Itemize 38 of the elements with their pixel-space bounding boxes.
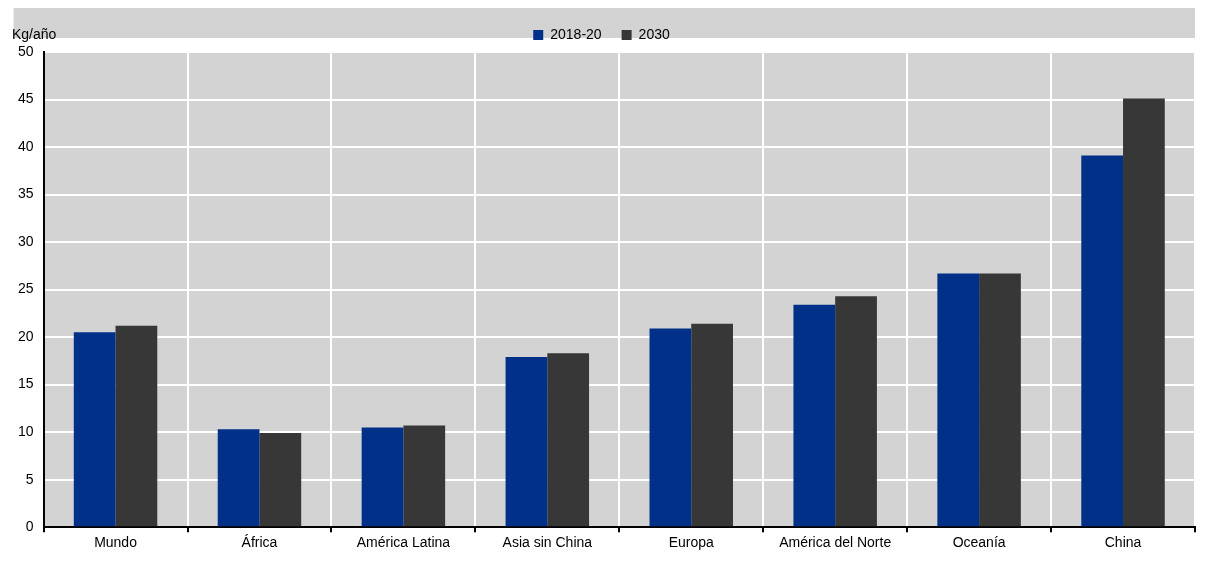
bar bbox=[73, 332, 116, 527]
bar bbox=[115, 325, 158, 527]
x-tick-label: Asia sin China bbox=[502, 534, 593, 551]
x-tick-label: América del Norte bbox=[779, 534, 892, 551]
y-tick-label: 5 bbox=[25, 470, 34, 487]
x-tick-label: Oceanía bbox=[952, 534, 1006, 551]
bar bbox=[547, 353, 590, 527]
bar bbox=[835, 296, 877, 527]
legend-label: 2030 bbox=[638, 25, 670, 42]
y-tick-label: 45 bbox=[17, 90, 34, 107]
bar bbox=[1081, 155, 1124, 527]
x-tick-label: Europa bbox=[668, 534, 715, 551]
bar bbox=[217, 429, 260, 527]
bar bbox=[691, 323, 733, 527]
bar bbox=[979, 273, 1021, 527]
bar bbox=[505, 357, 548, 527]
bar bbox=[937, 273, 980, 527]
bar bbox=[1123, 98, 1165, 527]
y-axis-title: Kg/año bbox=[12, 25, 57, 42]
bar bbox=[403, 425, 446, 527]
y-tick-label: 50 bbox=[17, 42, 34, 59]
x-tick-label: África bbox=[241, 534, 278, 551]
y-tick-label: 0 bbox=[25, 518, 34, 535]
y-tick-label: 20 bbox=[17, 327, 34, 344]
x-tick-label: Mundo bbox=[94, 534, 138, 551]
y-tick-label: 30 bbox=[17, 232, 34, 249]
legend-label: 2018-20 bbox=[550, 25, 602, 42]
bar bbox=[649, 328, 692, 527]
x-tick-label: América Latina bbox=[356, 534, 451, 551]
y-tick-label: 35 bbox=[17, 185, 34, 202]
y-tick-label: 40 bbox=[17, 137, 34, 154]
y-tick-label: 15 bbox=[17, 375, 34, 392]
x-tick-label: China bbox=[1104, 534, 1142, 551]
bar bbox=[259, 433, 302, 527]
y-tick-label: 10 bbox=[17, 423, 34, 440]
y-tick-label: 25 bbox=[17, 280, 34, 297]
bar bbox=[361, 427, 404, 527]
bar bbox=[793, 304, 836, 527]
